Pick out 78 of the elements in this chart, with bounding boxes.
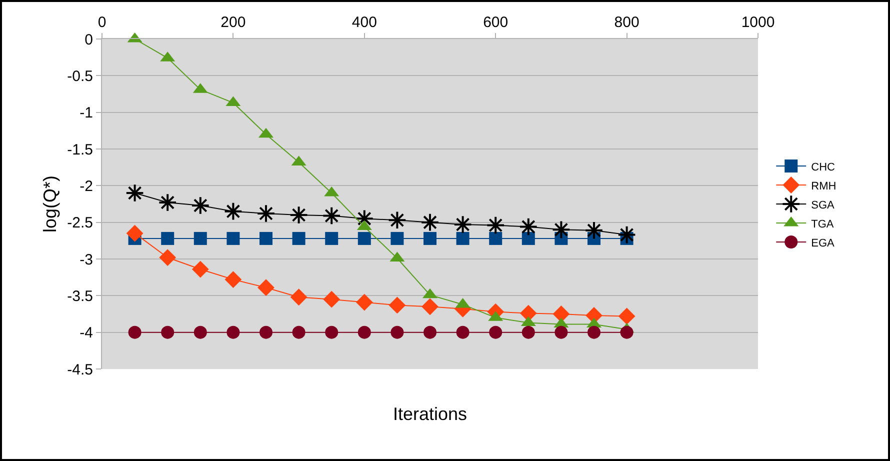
y-axis-title: log(Q*) [40,175,60,233]
point [489,232,502,245]
point [325,232,338,245]
point [388,210,407,230]
point [617,225,636,244]
point [456,232,470,245]
legend-label: SGA [811,199,836,212]
legend-label: EGA [811,237,836,250]
point [424,326,436,339]
point [453,215,472,234]
legend-label: CHC [811,161,836,174]
y-tick-label: -4.5 [67,361,93,378]
legend-label: TGA [811,218,834,230]
point [191,196,210,215]
point [620,326,634,339]
point [224,202,243,221]
y-tick-label: -4 [80,324,93,342]
point [256,204,276,223]
point [486,216,505,235]
point [522,326,535,339]
legend-label: RMH [811,180,836,192]
point [260,232,272,245]
point [618,308,636,325]
x-axis-title: Iterations [393,404,468,424]
point [290,288,308,306]
x-tick-label: 0 [98,14,106,31]
point [260,326,272,339]
point [126,224,144,242]
point [588,326,600,339]
y-tick-label: -1 [80,104,93,122]
x-tick-label: 200 [220,14,246,31]
point [519,217,538,236]
point [258,279,274,296]
point [128,326,142,339]
x-tick-label: 1000 [741,14,775,31]
y-tick-label: -3 [80,251,93,268]
point [584,221,604,240]
y-tick-label: -3.5 [67,288,93,305]
point [420,212,440,232]
point [194,232,207,245]
point [489,326,502,339]
y-tick-label: 0 [84,31,93,48]
point [456,326,470,339]
point [289,206,308,224]
y-tick-label: -2.5 [67,214,93,232]
point [322,206,341,226]
y-tick-label: -1.5 [67,141,93,158]
point [194,326,207,339]
x-tick-label: 600 [483,14,508,31]
point [390,326,404,339]
point [323,290,340,308]
y-tick-label: -2 [80,178,93,195]
point [388,296,406,314]
point [554,326,568,339]
point [390,232,404,245]
point [522,232,535,245]
point [292,326,306,339]
point [226,326,240,339]
point [226,232,240,245]
point [358,326,371,339]
point [325,326,338,339]
point [161,326,174,339]
point [358,232,371,245]
point [292,232,306,245]
point [552,220,571,240]
point [158,193,177,212]
point [422,298,438,316]
x-tick-label: 400 [352,14,377,31]
point [424,232,436,245]
y-tick-label: -0.5 [67,68,93,85]
point [125,184,144,202]
point [356,294,373,311]
point [161,232,174,245]
x-tick-label: 800 [614,14,640,31]
point [224,271,242,288]
point [159,249,176,266]
point [552,306,570,322]
point [192,260,209,278]
